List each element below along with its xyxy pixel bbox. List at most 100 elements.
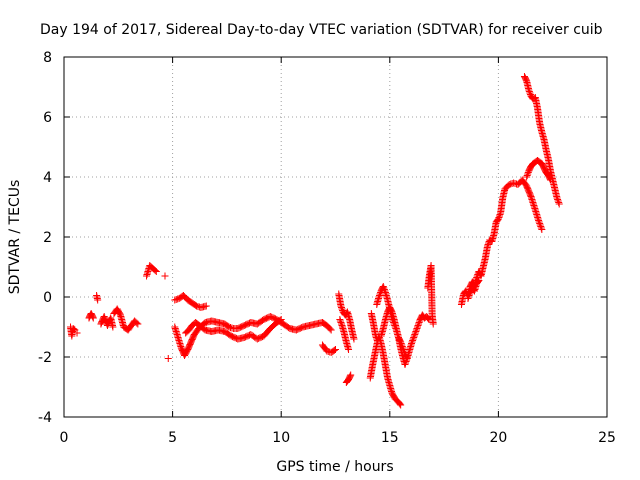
data-point [409, 337, 417, 344]
data-point [410, 332, 418, 340]
data-point [70, 325, 78, 333]
data-point [69, 325, 77, 332]
data-point [525, 88, 533, 95]
data-point [411, 329, 419, 337]
y-tick-label: 6 [43, 110, 52, 126]
data-point [380, 286, 388, 293]
data-points [67, 73, 563, 409]
data-point [495, 212, 503, 220]
y-tick-label: 8 [43, 50, 52, 66]
data-point [337, 302, 345, 310]
data-point [553, 194, 561, 202]
data-point [202, 302, 210, 310]
y-tick-label: 0 [43, 290, 52, 306]
data-point [134, 320, 142, 328]
data-point [373, 337, 381, 344]
data-point [381, 287, 389, 295]
data-point [547, 176, 555, 184]
data-point [526, 89, 534, 97]
data-point [465, 292, 473, 299]
data-point [408, 340, 416, 347]
data-point [350, 335, 358, 343]
data-point [554, 197, 562, 205]
y-tick-label: -2 [38, 350, 52, 366]
data-point [465, 293, 473, 301]
data-point [496, 211, 504, 218]
data-point [409, 335, 417, 343]
data-point [152, 268, 160, 275]
data-point [412, 328, 420, 335]
data-point [546, 175, 554, 183]
data-point [554, 196, 562, 203]
data-point [73, 329, 81, 337]
data-point [523, 172, 531, 179]
data-point [326, 325, 334, 333]
data-point [133, 319, 141, 327]
y-tick-label: -4 [38, 410, 52, 426]
data-point [161, 272, 169, 280]
data-point [337, 320, 345, 328]
data-point [484, 241, 492, 248]
data-point [397, 401, 405, 409]
chart-title: Day 194 of 2017, Sidereal Day-to-day VTE… [40, 22, 603, 38]
data-point [555, 200, 563, 208]
y-tick-label: 4 [43, 170, 52, 186]
plot-frame [63, 56, 608, 418]
data-point [347, 371, 355, 379]
data-point [375, 293, 383, 301]
data-point [330, 346, 338, 354]
data-point [164, 355, 172, 362]
x-tick-label: 5 [168, 430, 177, 446]
data-point [379, 283, 387, 290]
data-point [494, 215, 502, 223]
data-point [380, 284, 388, 292]
data-point [401, 361, 409, 368]
data-point [413, 323, 421, 331]
data-point [403, 356, 411, 364]
data-point [277, 316, 285, 323]
data-point [89, 313, 97, 321]
data-point [413, 325, 421, 332]
data-point [536, 220, 544, 227]
data-point [375, 292, 383, 299]
data-point [535, 217, 543, 224]
x-tick-label: 0 [60, 430, 69, 446]
ticks: 0 5 10 15 20 25 -4 -2 0 2 4 6 8 [38, 50, 616, 446]
data-point [536, 221, 544, 229]
data-point [474, 278, 482, 285]
data-point [464, 295, 472, 302]
data-point [101, 314, 109, 322]
x-tick-label: 25 [598, 430, 616, 446]
data-point [414, 322, 422, 329]
data-point [337, 304, 345, 311]
x-tick-label: 15 [381, 430, 399, 446]
data-point [525, 86, 533, 94]
data-point [411, 331, 419, 338]
x-axis-label: GPS time / hours [276, 459, 393, 475]
data-point [396, 400, 404, 408]
data-point [373, 335, 381, 343]
data-point [484, 242, 492, 250]
data-point [412, 326, 420, 334]
data-point [402, 358, 410, 365]
data-point [429, 320, 437, 328]
data-point [100, 313, 108, 320]
data-point [336, 317, 344, 325]
data-point [410, 334, 418, 341]
data-point [346, 372, 354, 380]
data-point [327, 326, 335, 334]
y-tick-label: 2 [43, 230, 52, 246]
data-point [345, 346, 353, 353]
data-point [94, 296, 102, 304]
data-point [372, 334, 380, 341]
data-point [415, 320, 423, 328]
data-point [89, 314, 97, 322]
data-point [402, 359, 410, 367]
data-point [109, 323, 117, 331]
data-point [524, 170, 532, 178]
x-tick-label: 10 [272, 430, 290, 446]
data-point [555, 199, 563, 206]
data-point [415, 319, 423, 326]
data-point [523, 173, 531, 181]
